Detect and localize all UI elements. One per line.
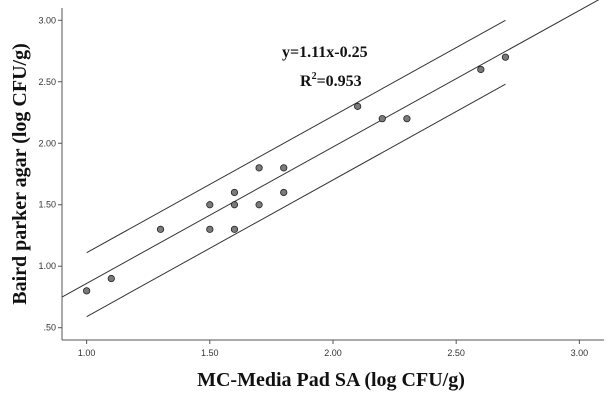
x-tick-label: 1.00 [78,348,96,358]
data-point [280,164,288,172]
data-point [477,65,485,74]
x-tick-label: 2.00 [324,348,342,358]
y-tick-label: .50 [43,323,56,333]
fit-lines [61,0,600,318]
data-point [378,115,386,123]
r-squared-value: =0.953 [317,73,362,90]
x-tick-label: 2.50 [447,348,465,358]
y-tick-label: 1.50 [38,200,56,210]
prediction-band-line [86,83,506,318]
data-point [107,274,115,283]
regression-equation: y=1.11x-0.25 [282,44,368,61]
x-axis-title: MC-Media Pad SA (log CFU/g) [197,369,465,391]
y-axis-title: Baird parker agar (log CFU/g) [9,43,31,304]
x-tick-label: 1.50 [201,348,219,358]
y-axis-ticks: .50 1.00 1.50 2.00 2.50 3.00 [38,15,62,333]
regression-line [61,0,600,298]
data-point [501,53,510,61]
data-point [230,225,239,233]
prediction-band-line [86,19,506,254]
data-point [280,188,288,197]
data-point [206,225,214,233]
y-tick-label: 3.00 [38,15,56,25]
y-tick-label: 2.50 [38,77,56,87]
data-points [83,53,510,295]
data-point [206,201,214,209]
r-squared-prefix: R [300,73,312,90]
x-tick-label: 3.00 [571,348,589,358]
data-point [230,188,239,197]
y-tick-label: 1.00 [38,261,56,271]
r-squared-superscript: 2 [312,71,317,82]
data-point [255,201,263,209]
r-squared-label: R2=0.953 [300,71,362,90]
data-point [403,115,411,123]
data-point [255,164,263,172]
x-axis-ticks: 1.00 1.50 2.00 2.50 3.00 [78,340,588,358]
y-tick-label: 2.00 [38,138,56,148]
data-point [83,287,91,295]
data-point [156,225,165,233]
data-point [230,201,239,209]
data-point [354,102,362,110]
